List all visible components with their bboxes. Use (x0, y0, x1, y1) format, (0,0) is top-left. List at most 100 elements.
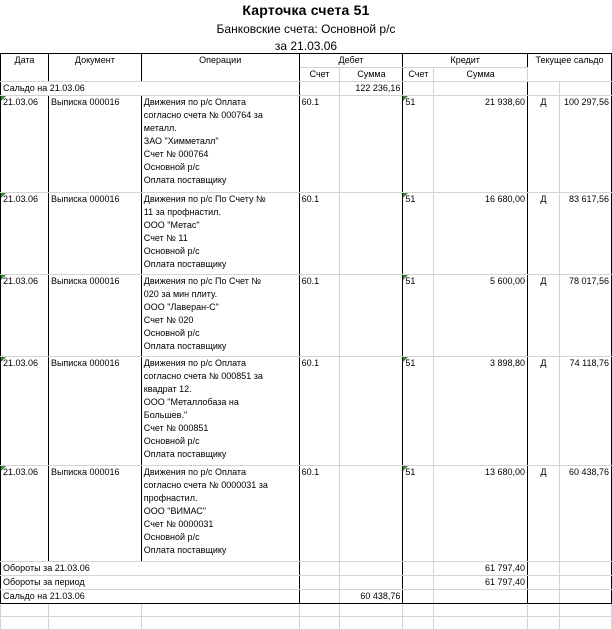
entry-credit-account-text: 51 (405, 276, 416, 286)
entry-date-text: 21.03.06 (3, 358, 39, 368)
opening-balance-label: Сальдо на 21.03.06 (0, 81, 300, 96)
operation-line: согласно счета № 0000031 за (143, 480, 268, 490)
operation-line: Оплата поставщику (143, 545, 227, 555)
entry-credit-account: 51 (402, 465, 435, 562)
operation-line: 020 за мин плиту. (143, 289, 218, 299)
entry-date: 21.03.06 (0, 465, 49, 562)
entry-operations: Движения по р/с По Счет № 020 за мин плит… (140, 274, 300, 357)
operation-line: ООО "Металлобаза на (143, 397, 239, 407)
cell-indicator-icon (403, 193, 409, 198)
operation-line: Движения по р/с Оплата (143, 467, 246, 477)
entry-credit-amount: 21 938,60 (433, 95, 529, 193)
operation-line: согласно счета № 000851 за (143, 371, 263, 381)
entry-row[interactable]: 21.03.06 Выписка 000016 Движения по р/с Оп… (0, 95, 612, 193)
entry-row[interactable]: 21.03.06 Выписка 000016 Движения по р/с По… (0, 192, 612, 275)
entry-credit-amount: 3 898,80 (433, 356, 529, 466)
cell-indicator-icon (1, 275, 6, 280)
operation-line: Счет № 000764 (143, 149, 209, 159)
operation-line: Оплата поставщику (143, 175, 227, 185)
entry-operations: Движения по р/с По Счету № 11 за профнаст… (140, 192, 300, 275)
closing-balance-row-debit-amount: 60 438,76 (339, 589, 404, 604)
operation-line: Основной р/с (143, 246, 200, 256)
operation-line: ООО "Лаверан-С" (143, 302, 219, 312)
entry-document: Выписка 000016 (47, 274, 142, 357)
entry-balance: 74 118,76 (558, 356, 612, 466)
entry-operations: Движения по р/с Оплата согласно счета № 0… (140, 356, 300, 466)
entry-debit-amount (339, 465, 404, 562)
entry-credit-amount: 16 680,00 (433, 192, 529, 275)
operation-line: Счет № 020 (143, 315, 194, 325)
entry-date: 21.03.06 (0, 95, 49, 193)
entry-balance-side: Д (527, 95, 560, 193)
entry-date: 21.03.06 (0, 192, 49, 275)
report-period: за 21.03.06 (274, 39, 338, 53)
entry-operations: Движения по р/с Оплата согласно счета № 0… (140, 465, 300, 562)
header-row: Дата Документ Операции Дебет Кредит Теку… (0, 53, 612, 82)
entry-balance: 60 438,76 (558, 465, 612, 562)
operation-line: квадрат 12. (143, 384, 192, 394)
col-header-operations: Операции (140, 53, 300, 82)
entry-date: 21.03.06 (0, 356, 49, 466)
entry-debit-amount (339, 95, 404, 193)
entry-date: 21.03.06 (0, 274, 49, 357)
operation-line: Счет № 11 (143, 233, 188, 243)
entry-balance: 78 017,56 (558, 274, 612, 357)
entry-credit-amount: 13 680,00 (433, 465, 529, 562)
operation-line: металл. (143, 123, 177, 133)
cell-indicator-icon (403, 466, 409, 471)
entry-document: Выписка 000016 (47, 465, 142, 562)
operation-line: Движения по р/с По Счет № (143, 276, 262, 286)
col-header-debit-account: Счет (298, 67, 341, 82)
operation-line: ЗАО "Химметалл" (143, 136, 219, 146)
report-title: Карточка счета 51 (242, 2, 370, 18)
operation-line: согласно счета № 000764 за (143, 110, 263, 120)
entry-debit-account: 60.1 (298, 465, 341, 562)
cell-indicator-icon (1, 357, 6, 362)
col-header-document: Документ (47, 53, 142, 82)
opening-debit-amount: 122 236,16 (339, 81, 404, 96)
entry-balance-side: Д (527, 192, 560, 275)
operation-line: Счет № 000851 (143, 423, 209, 433)
entry-date-text: 21.03.06 (3, 276, 39, 286)
entry-debit-amount (339, 274, 404, 357)
turnover-period-row-label: Обороты за период (0, 575, 300, 590)
entry-credit-account: 51 (402, 356, 435, 466)
operation-line: профнастил. (143, 493, 198, 503)
operation-line: Счет № 0000031 (143, 519, 214, 529)
operation-line: Основной р/с (143, 162, 200, 172)
entry-document: Выписка 000016 (47, 95, 142, 193)
col-header-credit: Кредит (402, 53, 529, 68)
turnover-day-row: Обороты за 21.03.06 61 797,40 (0, 561, 612, 576)
entry-credit-amount: 5 600,00 (433, 274, 529, 357)
cell-indicator-icon (403, 357, 409, 362)
entry-debit-account: 60.1 (298, 192, 341, 275)
cell-indicator-icon (403, 96, 409, 101)
operation-line: Основной р/с (143, 436, 200, 446)
closing-balance-row-label: Сальдо на 21.03.06 (0, 589, 300, 604)
col-header-debit: Дебет (298, 53, 404, 68)
col-header-debit-amount: Сумма (339, 67, 404, 82)
turnover-day-row-label: Обороты за 21.03.06 (0, 561, 300, 576)
entry-operations: Движения по р/с Оплата согласно счета № 0… (140, 95, 300, 193)
entry-row[interactable]: 21.03.06 Выписка 000016 Движения по р/с Оп… (0, 356, 612, 466)
col-header-credit-amount: Сумма (433, 67, 529, 82)
turnover-period-row: Обороты за период 61 797,40 (0, 575, 612, 590)
entry-date-text: 21.03.06 (3, 97, 39, 107)
entry-credit-account: 51 (402, 95, 435, 193)
operation-line: Оплата поставщику (143, 341, 227, 351)
report-subtitle: Банковские счета: Основной р/с (216, 22, 396, 36)
cell-indicator-icon (1, 193, 6, 198)
entry-document: Выписка 000016 (47, 192, 142, 275)
col-header-balance: Текущее сальдо (527, 53, 612, 82)
operation-line: Движения по р/с По Счету № (143, 194, 266, 204)
entry-row[interactable]: 21.03.06 Выписка 000016 Движения по р/с По… (0, 274, 612, 357)
entry-row[interactable]: 21.03.06 Выписка 000016 Движения по р/с Оп… (0, 465, 612, 562)
entry-balance-side: Д (527, 465, 560, 562)
turnover-day-row-credit-amount: 61 797,40 (433, 561, 529, 576)
col-header-credit-account: Счет (402, 67, 435, 82)
entry-credit-account-text: 51 (405, 97, 416, 107)
subheader-row: Счет Сумма Счет Сумма (1, 67, 612, 82)
entry-debit-amount (339, 192, 404, 275)
entry-debit-account: 60.1 (298, 95, 341, 193)
